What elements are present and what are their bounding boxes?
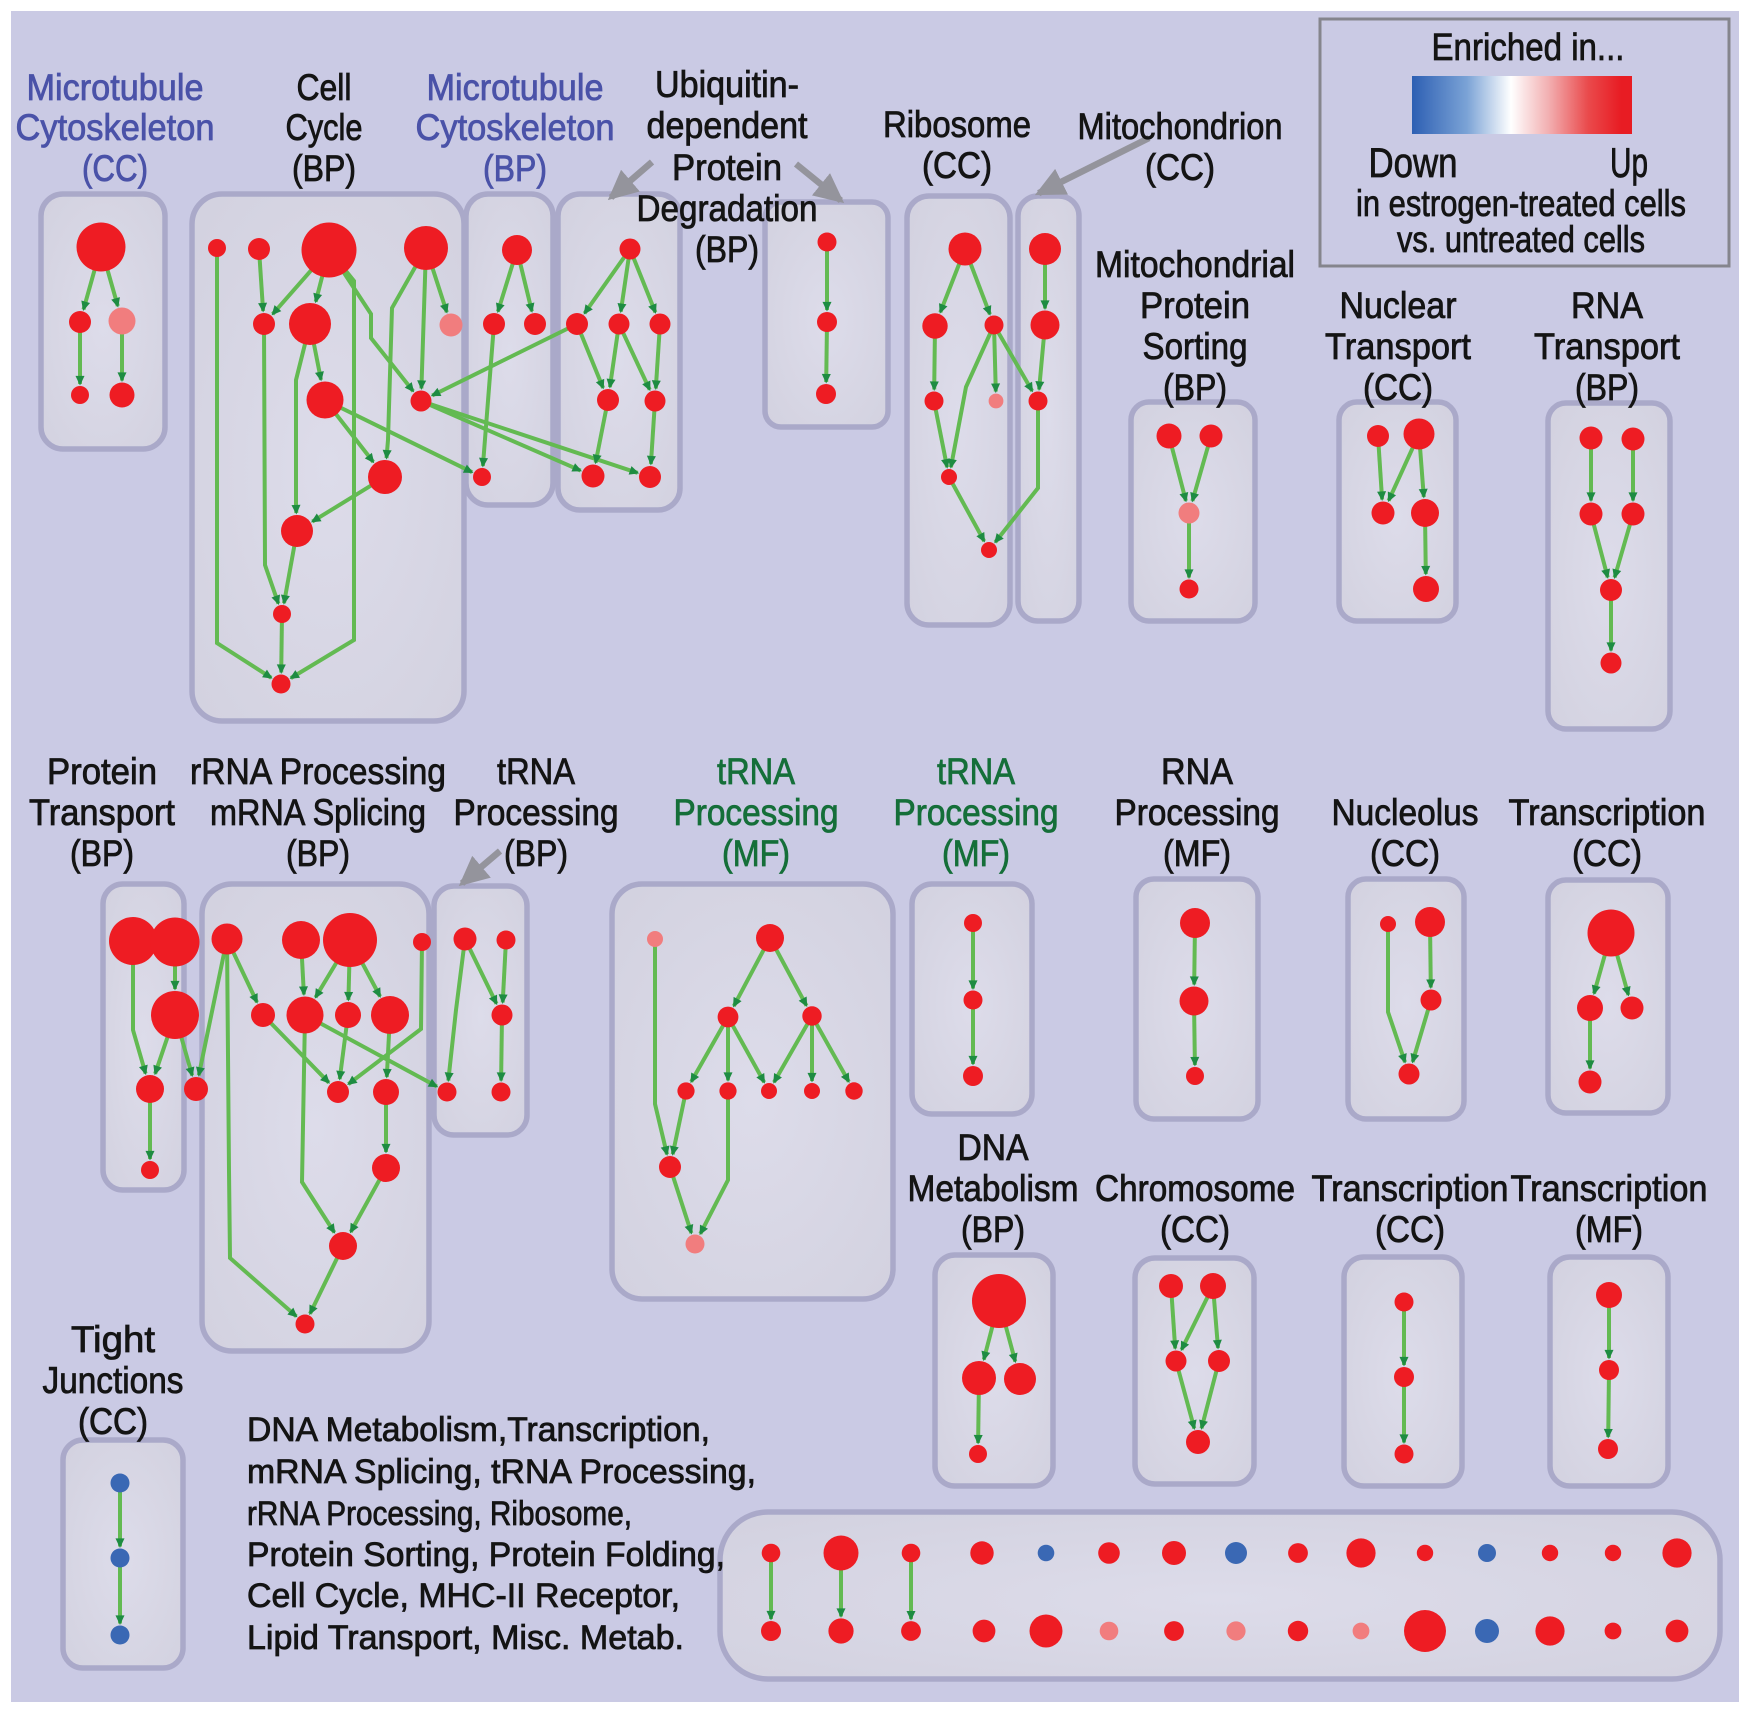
svg-text:Up: Up (1610, 139, 1648, 186)
svg-text:rRNA Processing: rRNA Processing (190, 751, 446, 792)
svg-text:DNA: DNA (958, 1127, 1029, 1168)
svg-text:Cycle: Cycle (286, 107, 363, 148)
svg-text:Cell: Cell (297, 67, 352, 108)
svg-text:Processing: Processing (894, 792, 1059, 833)
svg-text:(BP): (BP) (504, 833, 568, 874)
svg-text:Junctions: Junctions (43, 1360, 184, 1401)
svg-text:(CC): (CC) (1363, 367, 1433, 408)
svg-text:Mitochondrial: Mitochondrial (1095, 244, 1295, 285)
svg-text:Degradation: Degradation (637, 188, 818, 229)
svg-text:(BP): (BP) (1575, 367, 1639, 408)
svg-text:Chromosome: Chromosome (1095, 1168, 1295, 1209)
svg-text:Lipid Transport, Misc. Metab.: Lipid Transport, Misc. Metab. (247, 1619, 684, 1657)
svg-text:(CC): (CC) (1370, 833, 1440, 874)
svg-text:DNA Metabolism,Transcription,: DNA Metabolism,Transcription, (247, 1411, 710, 1449)
svg-text:Transport: Transport (1534, 326, 1681, 367)
svg-text:Cytoskeleton: Cytoskeleton (16, 107, 215, 148)
svg-text:Enriched in...: Enriched in... (1432, 27, 1625, 69)
svg-text:Transcription: Transcription (1312, 1168, 1509, 1209)
svg-text:(BP): (BP) (1163, 367, 1227, 408)
svg-text:Tight: Tight (71, 1319, 156, 1360)
svg-text:mRNA Splicing: mRNA Splicing (210, 792, 426, 833)
svg-text:Nuclear: Nuclear (1340, 285, 1457, 326)
svg-text:Protein Sorting, Protein Foldi: Protein Sorting, Protein Folding, (247, 1536, 725, 1574)
svg-text:Ubiquitin-: Ubiquitin- (655, 64, 799, 105)
svg-text:Transcription: Transcription (1511, 1168, 1708, 1209)
svg-text:Cell Cycle, MHC-II Receptor,: Cell Cycle, MHC-II Receptor, (247, 1577, 680, 1615)
svg-text:(CC): (CC) (82, 148, 148, 189)
svg-text:Transcription: Transcription (1509, 792, 1706, 833)
svg-text:RNA: RNA (1571, 285, 1643, 326)
svg-text:(CC): (CC) (1572, 833, 1642, 874)
svg-text:(BP): (BP) (961, 1209, 1025, 1250)
svg-text:(MF): (MF) (942, 833, 1010, 874)
svg-text:vs. untreated cells: vs. untreated cells (1397, 219, 1645, 260)
svg-text:Nucleolus: Nucleolus (1332, 792, 1479, 833)
svg-text:(CC): (CC) (1375, 1209, 1445, 1250)
svg-text:Transport: Transport (1325, 326, 1472, 367)
svg-text:Microtubule: Microtubule (27, 67, 204, 108)
svg-text:rRNA Processing, Ribosome,: rRNA Processing, Ribosome, (247, 1495, 632, 1533)
svg-text:Metabolism: Metabolism (908, 1168, 1079, 1209)
svg-text:Protein: Protein (47, 751, 157, 792)
svg-text:Down: Down (1369, 139, 1458, 186)
svg-text:tRNA: tRNA (937, 751, 1015, 792)
svg-text:mRNA Splicing, tRNA Processing: mRNA Splicing, tRNA Processing, (247, 1453, 756, 1491)
svg-text:Transport: Transport (29, 792, 176, 833)
svg-text:Processing: Processing (454, 792, 619, 833)
svg-text:(MF): (MF) (1163, 833, 1231, 874)
svg-text:(CC): (CC) (1145, 147, 1215, 188)
svg-text:(MF): (MF) (1575, 1209, 1643, 1250)
svg-text:Processing: Processing (1115, 792, 1280, 833)
svg-text:Cytoskeleton: Cytoskeleton (416, 107, 615, 148)
svg-text:in estrogen-treated cells: in estrogen-treated cells (1356, 183, 1686, 224)
svg-text:Protein: Protein (1140, 285, 1250, 326)
svg-text:tRNA: tRNA (717, 751, 795, 792)
svg-text:(CC): (CC) (1160, 1209, 1230, 1250)
svg-text:Sorting: Sorting (1143, 326, 1248, 367)
svg-text:Processing: Processing (674, 792, 839, 833)
svg-text:Microtubule: Microtubule (427, 67, 604, 108)
svg-text:Protein: Protein (672, 147, 782, 188)
svg-text:Ribosome: Ribosome (883, 104, 1031, 145)
svg-text:(CC): (CC) (922, 145, 992, 186)
svg-text:(BP): (BP) (695, 229, 759, 270)
svg-text:(BP): (BP) (292, 148, 356, 189)
svg-text:dependent: dependent (647, 105, 809, 146)
svg-text:(MF): (MF) (722, 833, 790, 874)
svg-text:(CC): (CC) (78, 1401, 148, 1442)
svg-text:(BP): (BP) (70, 833, 134, 874)
svg-text:Mitochondrion: Mitochondrion (1078, 106, 1283, 147)
svg-text:(BP): (BP) (483, 148, 547, 189)
svg-text:RNA: RNA (1161, 751, 1233, 792)
svg-text:tRNA: tRNA (497, 751, 575, 792)
svg-text:(BP): (BP) (286, 833, 350, 874)
